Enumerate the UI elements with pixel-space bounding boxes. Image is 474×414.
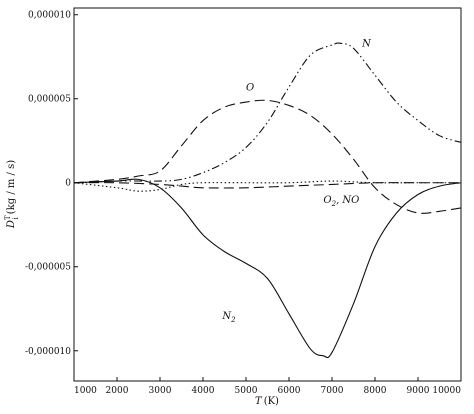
series-line-n: [73, 42, 462, 184]
x-tick-label: 8000: [364, 386, 387, 396]
y-axis-title: DTi (kg / m / s): [4, 160, 20, 229]
y-tick-label: 0: [65, 179, 71, 189]
series-annotation: N2: [221, 311, 236, 324]
x-axis-title: T (K): [255, 396, 279, 407]
y-axis: 0,000010 0,000005 0 -0,000005 -0,000010: [25, 11, 78, 357]
series-line-n2: [73, 178, 462, 359]
series-layer: [73, 42, 462, 359]
series-annotation: O: [246, 82, 254, 93]
y-axis-title-sub: i: [12, 216, 20, 219]
x-tick-label: 4000: [192, 386, 215, 396]
x-axis-title-unit: (K): [264, 396, 279, 407]
y-axis-title-unit: (kg / m / s): [6, 160, 17, 214]
y-tick-label: -0,000010: [25, 347, 71, 357]
series-annotation: N: [361, 39, 372, 50]
series-line-no: [73, 182, 461, 189]
y-tick-label: -0,000005: [25, 263, 71, 273]
x-tick-label: 2000: [106, 386, 129, 396]
x-tick-label: 3000: [149, 386, 172, 396]
x-tick-label: 9000: [407, 386, 430, 396]
x-axis-title-main: T: [255, 396, 263, 407]
y-tick-label: 0,000010: [28, 11, 71, 21]
y-tick-label: 0,000005: [28, 95, 71, 105]
series-annotation: O2, NO: [323, 195, 359, 208]
x-axis: 1000 2000 3000 4000 5000 6000 7000 8000 9000 1000…: [73, 377, 462, 396]
y-axis-title-main: D: [6, 220, 17, 229]
x-tick-label: 5000: [235, 386, 258, 396]
x-tick-label: 6000: [278, 386, 301, 396]
y-axis-title-sup: T: [4, 215, 12, 220]
x-tick-label: 10000: [432, 386, 461, 396]
x-tick-label: 1000: [74, 386, 97, 396]
annotation-layer: O N O2, NO N2: [221, 39, 372, 324]
x-tick-label: 7000: [321, 386, 344, 396]
series-line-o: [73, 99, 462, 214]
series-line-o2: [73, 180, 461, 192]
plot-frame: [73, 7, 462, 382]
